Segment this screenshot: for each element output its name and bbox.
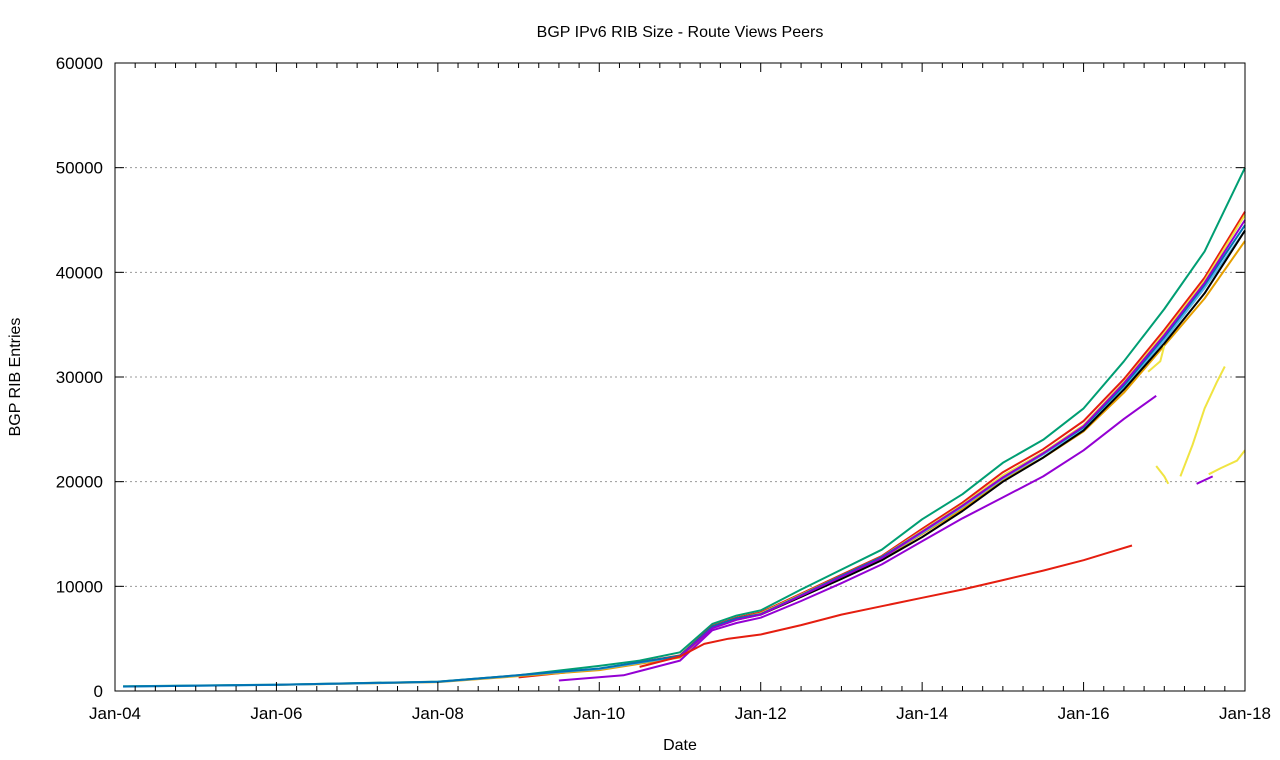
x-axis-label: Date [663,737,697,754]
x-tick-label: Jan-12 [735,704,787,723]
series-line-peer-yellow [599,214,1246,670]
series-line-peer-yellow-frag1 [1179,366,1226,477]
grid [115,167,1245,587]
y-tick-label: 50000 [56,159,103,178]
x-tick-label: Jan-16 [1058,704,1110,723]
axis-ticks: 0 10000 20000 30000 40000 50000 60000 Jan-04 Jan… [56,54,1271,723]
x-tick-label: Jan-08 [412,704,464,723]
series-line-peer-red-low [639,544,1133,668]
x-tick-label: Jan-10 [573,704,625,723]
x-tick-label: Jan-06 [250,704,302,723]
series-line-peer-yellow-late [1208,449,1246,476]
x-tick-label: Jan-04 [89,704,141,723]
series-line-peer-purple-main [679,219,1246,658]
series-line-peer-purple-low [558,394,1157,682]
y-tick-label: 20000 [56,473,103,492]
chart-title: BGP IPv6 RIB Size - Route Views Peers [537,24,824,41]
y-axis-label: BGP RIB Entries [7,318,24,437]
series-line-peer-green-high [123,167,1246,688]
y-tick-label: 10000 [56,577,103,596]
series-line-peer-black [760,229,1246,616]
series-line-peer-red [518,211,1246,679]
series-line-peer-purple-late [1196,475,1214,485]
y-tick-label: 40000 [56,263,103,282]
series-line-peer-skyblue [123,229,1246,688]
y-tick-label: 30000 [56,368,103,387]
x-tick-label: Jan-18 [1219,704,1271,723]
y-tick-label: 60000 [56,54,103,73]
series-line-peer-yellow-frag3 [1155,465,1170,485]
x-tick-label: Jan-14 [896,704,948,723]
y-tick-label: 0 [94,682,103,701]
series-line-peer-yellow-frag2 [1147,345,1166,373]
series-group [123,167,1246,688]
